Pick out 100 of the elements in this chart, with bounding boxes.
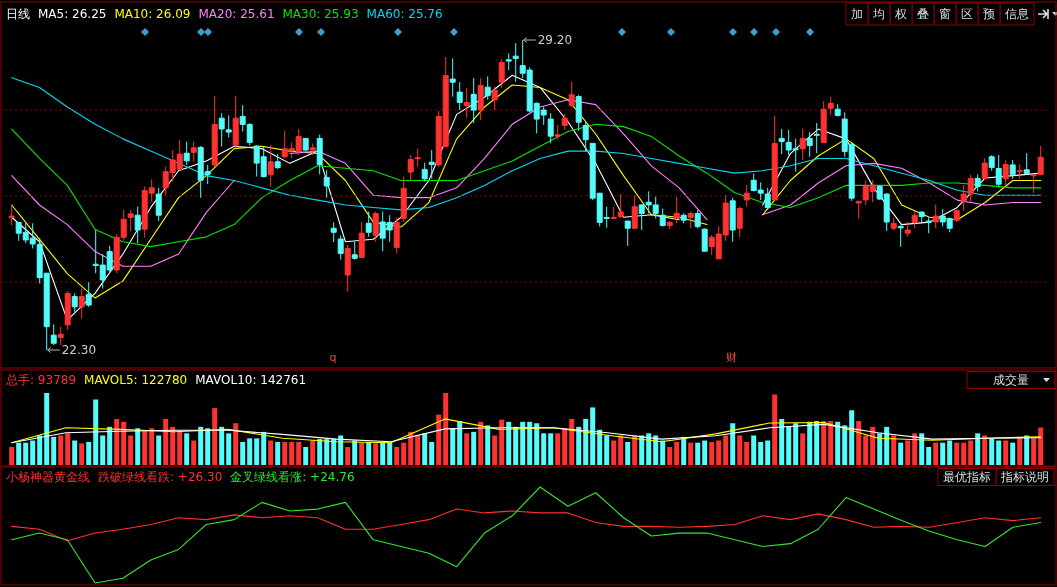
bar — [681, 436, 687, 465]
candlestick — [547, 112, 554, 144]
bar — [163, 418, 169, 465]
bar — [618, 435, 624, 465]
candlestick — [995, 154, 1002, 187]
candlestick — [666, 220, 673, 230]
bar — [170, 426, 176, 465]
text: 总手: 93789 — [5, 373, 77, 388]
candlestick — [190, 141, 197, 163]
candlestick — [477, 77, 484, 121]
text: 区 — [961, 7, 973, 22]
bar — [814, 421, 820, 465]
candlestick — [50, 323, 57, 346]
bar — [184, 433, 190, 465]
bar — [422, 433, 428, 465]
bar — [156, 435, 162, 465]
candlestick — [428, 149, 435, 179]
bar — [485, 425, 491, 465]
bar — [317, 439, 323, 465]
bar — [611, 440, 617, 465]
series-label: 金叉绿线看涨: +24.76 — [230, 470, 355, 485]
bar — [590, 407, 596, 465]
bar — [898, 442, 904, 465]
bar — [436, 414, 442, 465]
bar — [107, 426, 113, 465]
bar — [961, 442, 967, 465]
bar — [765, 440, 771, 465]
bar — [604, 435, 610, 465]
bar — [16, 442, 22, 465]
candlestick — [1002, 159, 1009, 186]
bar — [569, 418, 575, 465]
bar — [142, 430, 148, 465]
candlestick — [694, 209, 701, 229]
bar — [177, 431, 183, 465]
bar — [114, 418, 120, 465]
candlestick — [449, 57, 456, 98]
candlestick — [1009, 159, 1016, 180]
bar — [100, 435, 106, 465]
annotation: 29.20 — [537, 33, 573, 48]
bar — [702, 440, 708, 465]
candlestick — [421, 162, 428, 183]
bar — [506, 421, 512, 465]
bar — [254, 438, 260, 465]
bar — [72, 440, 78, 465]
bar — [653, 435, 659, 465]
bar — [443, 393, 449, 465]
bar — [646, 433, 652, 465]
candlestick — [155, 187, 162, 222]
bar — [737, 435, 743, 465]
bar — [30, 440, 36, 465]
candlestick — [617, 193, 624, 219]
candlestick — [624, 220, 631, 247]
bar — [366, 441, 372, 465]
text: 窗 — [939, 7, 951, 22]
text: MA20: 25.61 — [198, 7, 275, 22]
text: MAVOL10: 142761 — [195, 373, 307, 388]
bar — [835, 421, 841, 465]
candlestick — [491, 86, 498, 111]
bar — [674, 441, 680, 465]
candlestick — [323, 169, 330, 199]
bar — [688, 442, 694, 465]
candlestick — [561, 113, 568, 131]
bar — [667, 447, 673, 465]
candlestick — [813, 122, 820, 154]
bar — [975, 433, 981, 465]
candlestick — [820, 100, 827, 144]
bar — [345, 447, 351, 465]
bar — [261, 431, 267, 465]
text: 财 — [725, 351, 737, 364]
bar — [205, 428, 211, 465]
candlestick — [932, 203, 939, 229]
candlestick — [827, 96, 834, 116]
bar — [828, 421, 834, 465]
candlestick — [57, 326, 64, 346]
bar — [849, 410, 855, 465]
bar — [373, 443, 379, 465]
candlestick — [183, 141, 190, 166]
bar — [415, 435, 421, 465]
bar — [471, 431, 477, 465]
bar — [338, 435, 344, 465]
candlestick — [1016, 163, 1023, 180]
candlestick — [855, 200, 862, 220]
bar — [240, 441, 246, 465]
bar — [268, 440, 274, 465]
text: 权 — [894, 7, 907, 22]
bar — [982, 435, 988, 465]
bar — [394, 447, 400, 465]
candlestick — [302, 137, 309, 152]
candlestick — [309, 142, 316, 156]
text: MA30: 25.93 — [282, 7, 359, 22]
bar — [51, 436, 57, 465]
bar — [464, 433, 470, 465]
bar — [877, 433, 883, 465]
bar — [191, 440, 197, 465]
bar — [492, 435, 498, 465]
bar — [919, 433, 925, 465]
chart-title: 小杨神器黄金线 — [6, 470, 90, 485]
candlestick — [911, 211, 918, 229]
text: MA60: 25.76 — [366, 7, 443, 22]
bar — [429, 441, 435, 465]
